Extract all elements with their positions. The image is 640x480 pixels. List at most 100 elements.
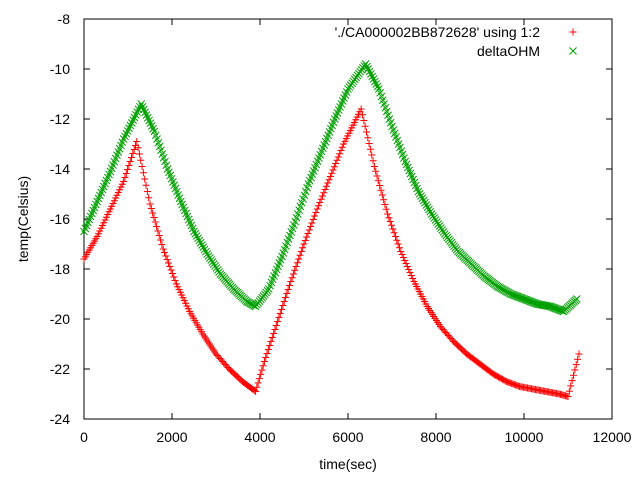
marker-stroke — [162, 161, 171, 170]
data-point-series-1 — [134, 144, 142, 152]
y-tick-label: -20 — [50, 311, 70, 327]
data-point-series-1 — [334, 153, 342, 161]
marker-stroke — [367, 70, 375, 78]
marker-stroke — [364, 65, 373, 73]
data-point-series-1 — [402, 260, 410, 267]
data-point-series-1 — [270, 330, 278, 337]
data-point-series-1 — [121, 174, 129, 181]
marker-stroke — [547, 303, 556, 311]
data-point-series-2 — [195, 236, 204, 245]
data-point-series-1 — [330, 163, 338, 171]
marker-stroke — [419, 196, 428, 205]
marker-stroke — [138, 102, 147, 111]
data-point-series-1 — [263, 350, 271, 357]
data-point-series-1 — [322, 182, 330, 190]
data-point-series-2 — [200, 245, 209, 254]
data-point-series-1 — [171, 277, 179, 284]
data-point-series-1 — [170, 273, 178, 281]
marker-stroke — [508, 290, 516, 299]
marker-stroke — [415, 189, 424, 198]
data-point-series-2 — [419, 196, 428, 205]
marker-stroke — [153, 135, 161, 143]
data-point-series-1 — [137, 156, 145, 164]
data-point-series-1 — [368, 151, 376, 159]
data-point-series-1 — [276, 310, 284, 317]
marker-stroke — [514, 293, 523, 301]
data-point-series-1 — [279, 302, 287, 309]
marker-stroke — [403, 163, 412, 172]
marker-stroke — [196, 238, 205, 247]
marker-stroke — [518, 294, 527, 303]
marker-stroke — [368, 72, 377, 81]
data-point-series-2 — [520, 295, 528, 303]
data-point-series-2 — [525, 297, 534, 305]
plot-frame — [83, 18, 613, 420]
marker-stroke — [422, 201, 431, 209]
data-point-series-1 — [253, 383, 261, 391]
data-point-series-1 — [166, 263, 174, 270]
data-point-series-1 — [567, 382, 575, 390]
legend-label-series-2: deltaOHM — [477, 43, 540, 59]
data-point-series-1 — [409, 275, 417, 282]
marker-stroke — [528, 298, 536, 306]
data-point-series-1 — [262, 354, 270, 361]
data-point-series-1 — [268, 334, 276, 341]
data-point-series-1 — [282, 294, 290, 301]
marker-stroke — [154, 138, 163, 147]
y-tick-label: -14 — [50, 161, 70, 177]
marker-stroke — [554, 305, 563, 314]
data-point-series-2 — [572, 295, 581, 303]
data-point-series-1 — [381, 201, 389, 208]
marker-stroke — [139, 105, 148, 114]
data-point-series-2 — [554, 305, 563, 314]
data-point-series-1 — [305, 226, 313, 234]
data-point-series-2 — [553, 305, 561, 313]
marker-stroke — [187, 221, 196, 230]
data-point-series-1 — [336, 150, 344, 158]
data-point-series-1 — [382, 205, 390, 213]
data-point-series-1 — [325, 176, 333, 184]
marker-stroke — [393, 136, 402, 145]
marker-stroke — [372, 80, 381, 88]
data-point-series-1 — [324, 179, 332, 187]
marker-stroke — [405, 166, 414, 175]
data-point-series-1 — [574, 355, 582, 363]
marker-stroke — [155, 142, 164, 151]
data-point-series-1 — [373, 172, 381, 180]
marker-stroke — [385, 115, 394, 123]
data-point-series-2 — [558, 307, 567, 315]
data-point-series-2 — [509, 291, 518, 299]
data-point-series-2 — [373, 82, 382, 91]
data-point-series-1 — [288, 274, 296, 282]
data-point-series-1 — [398, 251, 406, 258]
x-tick-label: 6000 — [332, 429, 363, 445]
marker-stroke — [202, 247, 210, 256]
marker-stroke — [400, 154, 408, 162]
marker-stroke — [191, 229, 200, 238]
data-point-series-1 — [317, 195, 325, 203]
marker-stroke — [389, 126, 398, 134]
marker-stroke — [551, 304, 560, 313]
marker-stroke — [143, 113, 152, 122]
marker-stroke — [550, 304, 559, 312]
marker-stroke — [522, 296, 531, 304]
data-point-series-1 — [364, 134, 372, 142]
x-tick-label: 4000 — [244, 429, 275, 445]
data-point-series-1 — [163, 256, 171, 263]
data-point-series-1 — [255, 375, 263, 383]
marker-stroke — [157, 146, 165, 155]
data-point-series-1 — [154, 227, 162, 235]
data-point-series-1 — [378, 191, 386, 199]
data-point-series-2 — [192, 232, 201, 240]
data-point-series-1 — [370, 163, 378, 170]
marker-stroke — [384, 111, 392, 120]
marker-stroke — [572, 295, 581, 303]
data-point-series-1 — [149, 209, 157, 217]
data-point-series-2 — [417, 192, 425, 200]
marker-stroke — [421, 198, 429, 207]
marker-stroke — [178, 200, 186, 209]
marker-stroke — [388, 122, 396, 131]
data-point-series-1 — [164, 259, 172, 267]
data-point-series-1 — [395, 244, 403, 252]
marker-stroke — [553, 305, 561, 313]
